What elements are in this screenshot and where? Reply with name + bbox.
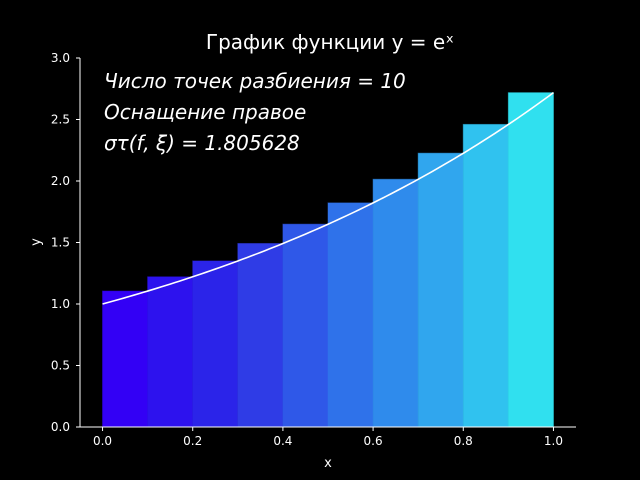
exp-curve [102,92,554,305]
annotation-points: Число точек разбиения = 10 [104,69,406,93]
x-tick-label: 1.0 [544,434,563,448]
y-tick-label: 0.0 [51,420,70,434]
y-axis-label: y [29,238,44,246]
bar-7 [417,152,464,428]
bar-2 [192,260,239,428]
bar-3 [237,242,284,428]
chart-title: График функции y = eˣ [206,30,454,54]
bar-4 [282,223,329,428]
y-tick-label: 0.5 [51,359,70,373]
y-tick-label: 2.0 [51,174,70,188]
x-ticks: 0.0 0.2 0.4 0.6 0.8 1.0 [93,427,563,448]
x-tick-label: 0.0 [93,434,112,448]
annotation-tagging: Оснащение правое [104,100,306,124]
bars-layer [102,92,554,428]
x-tick-label: 0.4 [273,434,292,448]
x-axis-label: x [324,456,332,471]
x-tick-label: 0.8 [454,434,473,448]
annotation-sum: στ(f, ξ) = 1.805628 [104,131,300,155]
bar-9 [507,92,554,428]
y-tick-label: 1.0 [51,297,70,311]
y-ticks: 0.0 0.5 1.0 1.5 2.0 2.5 3.0 [51,51,80,434]
bar-8 [462,123,509,428]
bar-6 [372,178,419,428]
x-tick-label: 0.2 [183,434,202,448]
x-tick-label: 0.6 [364,434,383,448]
y-tick-label: 2.5 [51,113,70,127]
bar-5 [327,202,374,428]
bar-1 [147,276,194,428]
bar-0 [102,290,149,428]
y-tick-label: 3.0 [51,51,70,65]
y-tick-label: 1.5 [51,236,70,250]
